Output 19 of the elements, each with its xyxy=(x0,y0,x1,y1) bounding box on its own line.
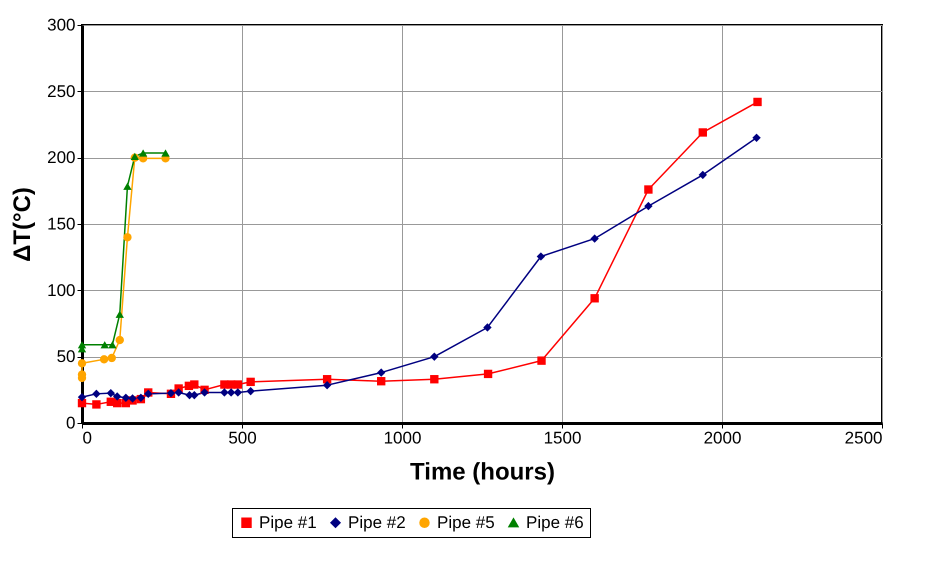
legend-label: Pipe #6 xyxy=(526,512,584,532)
y-axis-title: ΔT(°C) xyxy=(9,187,36,262)
y-tick-label: 150 xyxy=(47,214,76,234)
x-tick-label: 1000 xyxy=(384,428,422,448)
y-tick-label: 100 xyxy=(47,280,76,300)
x-tick-label: 500 xyxy=(228,428,257,448)
x-axis-title: Time (hours) xyxy=(410,458,555,486)
x-tick-label: 1500 xyxy=(544,428,582,448)
y-tick-label: 0 xyxy=(66,414,76,432)
y-tick-label: 50 xyxy=(56,347,76,366)
legend-label: Pipe #1 xyxy=(259,512,317,532)
y-tick-label: 300 xyxy=(47,16,76,34)
legend-label: Pipe #2 xyxy=(348,512,406,532)
x-tick-label: 0 xyxy=(82,428,92,448)
y-tick-label: 250 xyxy=(47,82,76,101)
x-tick-label: 2000 xyxy=(704,428,742,448)
y-tick-label: 200 xyxy=(47,148,76,168)
x-tick-label: 2500 xyxy=(844,428,882,448)
legend-label: Pipe #5 xyxy=(437,512,495,532)
